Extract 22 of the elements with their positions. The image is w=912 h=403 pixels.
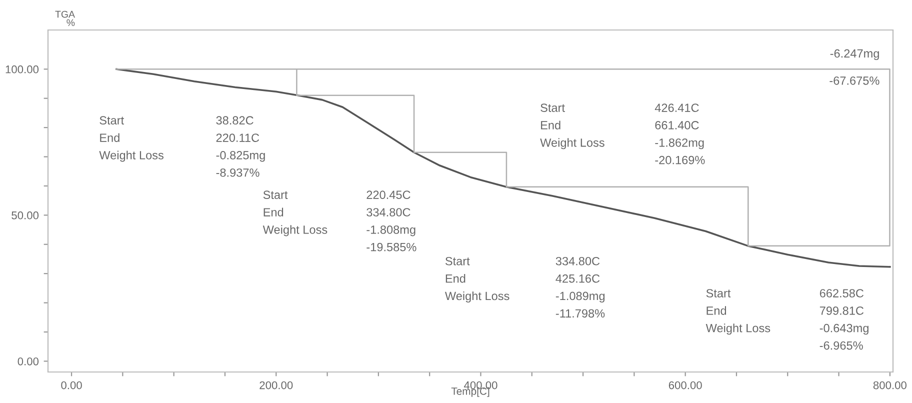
x-tick-label: 600.00 — [668, 381, 702, 390]
y-tick-label: 50.00 — [12, 211, 39, 220]
y-tick-label: 0.00 — [18, 357, 39, 366]
annotation: 662.58C 799.81C -0.643mg -6.965% — [820, 289, 868, 350]
annotation: Start End Weight Loss — [706, 289, 770, 335]
annotation: 38.82C 220.11C -0.825mg -8.937% — [216, 116, 265, 177]
x-tick-label: 200.00 — [260, 381, 293, 390]
y-axis-title: TGA % — [55, 10, 75, 26]
annotation: Start End Weight Loss — [262, 190, 328, 236]
annotation: 426.41C 661.40C -1.862mg -20.169% — [654, 104, 705, 164]
annotation: Start End Weight Loss — [540, 104, 604, 150]
annotation: -67.675% — [830, 76, 880, 85]
x-tick-label: 800.00 — [873, 381, 906, 390]
annotation: 220.45C 334.80C -1.808mg -19.585% — [366, 190, 416, 252]
x-tick-label: 400.00 — [464, 381, 498, 390]
annotation: Start End Weight Loss — [444, 256, 510, 302]
annotation: 334.80C 425.16C -1.089mg -11.798% — [556, 256, 605, 318]
y-tick-label: 100.00 — [6, 65, 39, 74]
annotation: Start End Weight Loss — [99, 116, 164, 162]
annotation: -6.247mg — [830, 49, 879, 60]
x-axis-title: Temp[C] — [451, 387, 490, 397]
x-tick-label: 0.00 — [61, 381, 82, 390]
